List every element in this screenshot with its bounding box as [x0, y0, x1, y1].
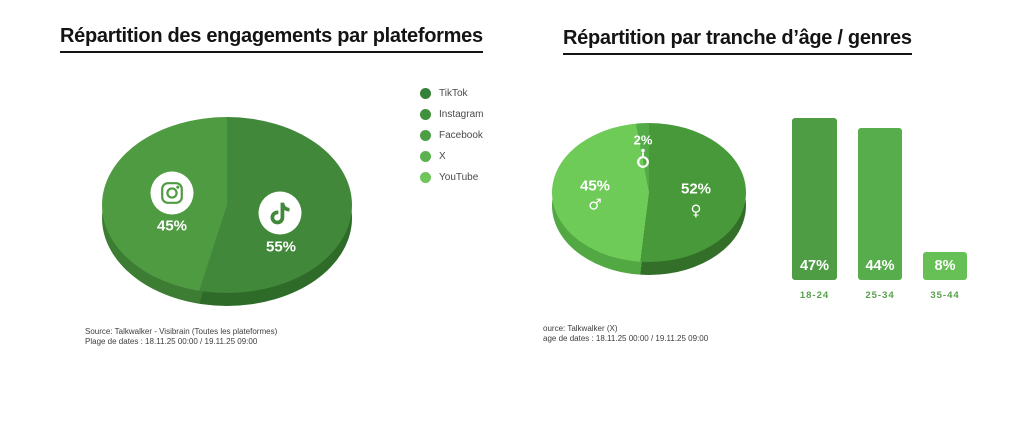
- legend-item: X: [420, 150, 446, 164]
- legend-item: Instagram: [420, 107, 483, 121]
- legend-item: TikTok: [420, 86, 468, 100]
- other-slice-value: 2%: [633, 132, 653, 148]
- bar-category-label: 35-44: [930, 290, 960, 301]
- bar-18-24: 47%: [792, 118, 837, 280]
- legend-color-dot: [420, 172, 431, 184]
- tiktok-slice-value: 55%: [265, 238, 297, 256]
- source-right-line1: ource: Talkwalker (X): [543, 324, 618, 333]
- legend-item: Facebook: [420, 128, 483, 142]
- legend-label: Instagram: [439, 108, 484, 120]
- tiktok-icon: [258, 191, 302, 235]
- bar-25-34: 44%: [858, 128, 902, 280]
- female-slice-value: 52%: [680, 180, 712, 198]
- bar-category-label: 18-24: [799, 290, 830, 301]
- pie-surface: [102, 117, 352, 293]
- other-gender-icon: [636, 148, 650, 172]
- source-left-line2: Plage de dates : 18.11.25 00:00 / 19.11.…: [85, 336, 258, 346]
- right-chart-title: Répartition par tranche d’âge / genres: [563, 27, 912, 55]
- legend-label: YouTube: [439, 172, 479, 184]
- bar-category-label: 25-34: [865, 290, 895, 301]
- legend-color-dot: [420, 151, 431, 163]
- bar-value-label: 44%: [865, 258, 895, 274]
- legend-color-dot: [420, 108, 431, 120]
- source-left-line1: Source: Talkwalker - Visibrain (Toutes l…: [85, 327, 278, 336]
- legend-label: TikTok: [439, 87, 468, 99]
- legend-label: Facebook: [439, 129, 483, 141]
- male-slice-value: 45%: [579, 177, 611, 195]
- age-bar-chart: 47% 18-24 44% 25-34 8% 35-44: [792, 108, 972, 303]
- platforms-pie-chart: 45% 55%: [102, 117, 352, 306]
- female-symbol: ♀: [690, 201, 702, 220]
- male-symbol: ♂: [588, 195, 602, 214]
- legend-item: YouTube: [420, 171, 478, 185]
- legend-label: X: [439, 151, 446, 163]
- left-chart-title: Répartition des engagements par platefor…: [60, 25, 483, 53]
- instagram-icon: [150, 171, 194, 215]
- gender-pie-chart: 2% 45% ♂ 52% ♀: [552, 123, 746, 275]
- pie-surface: [552, 123, 746, 262]
- source-right: ource: Talkwalker (X) age de dates : 18.…: [543, 324, 708, 343]
- instagram-slice-value: 45%: [156, 217, 188, 235]
- bar-35-44: 8%: [923, 252, 967, 280]
- legend-color-dot: [420, 129, 431, 141]
- legend-color-dot: [420, 87, 431, 99]
- legend: TikTok Instagram Facebook X YouTube: [420, 86, 530, 191]
- bar-value-label: 8%: [934, 258, 956, 274]
- source-right-line2: age de dates : 18.11.25 00:00 / 19.11.25…: [543, 333, 709, 343]
- bar-value-label: 47%: [799, 258, 830, 274]
- source-left: Source: Talkwalker - Visibrain (Toutes l…: [85, 327, 277, 346]
